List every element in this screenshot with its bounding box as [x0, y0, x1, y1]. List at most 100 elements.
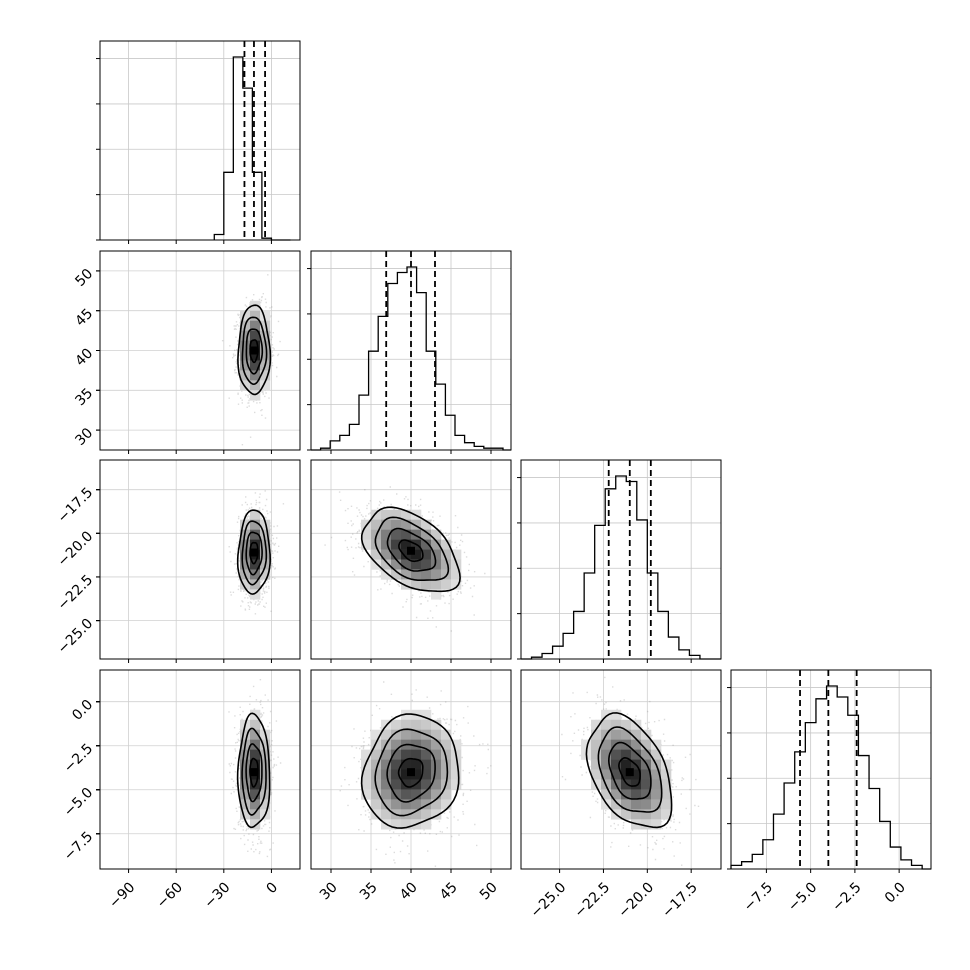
panel-content — [228, 490, 285, 615]
density-cell — [431, 549, 442, 560]
density-cell — [431, 789, 442, 800]
density-cell — [661, 789, 672, 800]
contour-level-2 — [597, 726, 663, 813]
density-cell — [401, 799, 412, 810]
density-cell — [661, 799, 672, 810]
density-cell — [401, 789, 412, 800]
density-cell — [250, 340, 261, 351]
density-cell — [411, 769, 422, 780]
x-tick-label: −7.5 — [741, 879, 776, 914]
density-cell — [441, 759, 452, 770]
contour-level-0 — [249, 757, 259, 788]
density-cell — [411, 519, 422, 530]
density-cell — [391, 789, 402, 800]
density-cell — [260, 529, 271, 540]
y-tick-label: −17.5 — [55, 485, 97, 527]
density-cell — [250, 559, 261, 570]
density-cell — [441, 729, 452, 740]
contour-level-1 — [245, 531, 263, 576]
density-cell — [401, 549, 412, 560]
density-cell — [611, 759, 622, 770]
density-cell — [391, 779, 402, 790]
density-cell — [260, 769, 271, 780]
density-cell — [411, 579, 422, 590]
density-cell — [591, 749, 602, 760]
density-cell — [371, 749, 382, 760]
density-cell — [431, 539, 442, 550]
scatter-panel-1-0 — [99, 250, 301, 451]
density-cell — [631, 809, 642, 820]
density-cell — [431, 559, 442, 570]
density-cell — [371, 509, 382, 520]
density-cell — [411, 729, 422, 740]
density-cell — [431, 749, 442, 760]
density-cell — [631, 729, 642, 740]
density-cell — [250, 390, 261, 401]
x-tick-label: −60 — [154, 879, 186, 911]
density-cell — [411, 799, 422, 810]
x-tick-label: 35 — [357, 879, 381, 903]
density-cell — [631, 739, 642, 750]
density-cell — [601, 769, 612, 780]
contour-level-2 — [241, 727, 267, 816]
density-cell — [401, 749, 412, 760]
density-cell — [250, 360, 261, 371]
density-cell — [441, 749, 452, 760]
density-peak — [249, 768, 258, 777]
density-cell — [260, 330, 271, 341]
density-cell — [260, 549, 271, 560]
contour-level-3 — [236, 509, 272, 595]
density-cell — [621, 809, 632, 820]
density-cell — [361, 789, 372, 800]
density-cell — [371, 789, 382, 800]
density-cell — [591, 759, 602, 770]
x-tick-label: 30 — [317, 879, 341, 903]
density-cell — [661, 769, 672, 780]
contour-level-3 — [236, 712, 271, 829]
density-cell — [391, 739, 402, 750]
x-tick-label: −17.5 — [659, 879, 701, 921]
density-cell — [411, 759, 422, 770]
contour-level-3 — [360, 506, 461, 593]
x-tick-label: −2.5 — [829, 879, 864, 914]
density-peak — [249, 548, 258, 557]
density-cell — [441, 559, 452, 570]
density-cell — [591, 729, 602, 740]
density-cell — [431, 799, 442, 810]
contour-level-0 — [398, 539, 424, 563]
density-cell — [250, 350, 261, 361]
density-cell — [421, 549, 432, 560]
density-cell — [391, 529, 402, 540]
histogram-series-3 — [730, 685, 931, 870]
contour-level-0 — [618, 756, 641, 787]
density-peak — [625, 768, 634, 777]
density-cell — [431, 579, 442, 590]
density-cell — [421, 799, 432, 810]
panel-content — [339, 681, 492, 867]
panel-content — [221, 274, 281, 446]
density-cell — [411, 529, 422, 540]
density-cell — [421, 749, 432, 760]
density-cell — [371, 799, 382, 810]
density-cell — [421, 809, 432, 820]
density-cell — [651, 779, 662, 790]
density-cell — [451, 549, 462, 560]
histogram-series-0 — [213, 56, 291, 241]
density-cell — [621, 749, 632, 760]
density-cell — [601, 759, 612, 770]
histogram-series-2 — [521, 475, 721, 660]
panel-frame — [730, 669, 932, 870]
density-cell — [651, 789, 662, 800]
density-cell — [250, 569, 261, 580]
density-cell — [381, 749, 392, 760]
density-cell — [451, 559, 462, 570]
contour-level-2 — [374, 516, 450, 581]
panel-frame — [520, 669, 722, 870]
density-cell — [391, 569, 402, 580]
density-cell — [371, 729, 382, 740]
density-peak — [249, 346, 258, 355]
density-cell — [250, 719, 261, 730]
y-tick-label: −20.0 — [55, 528, 97, 570]
panel-background — [731, 670, 931, 869]
density-cell — [391, 819, 402, 830]
